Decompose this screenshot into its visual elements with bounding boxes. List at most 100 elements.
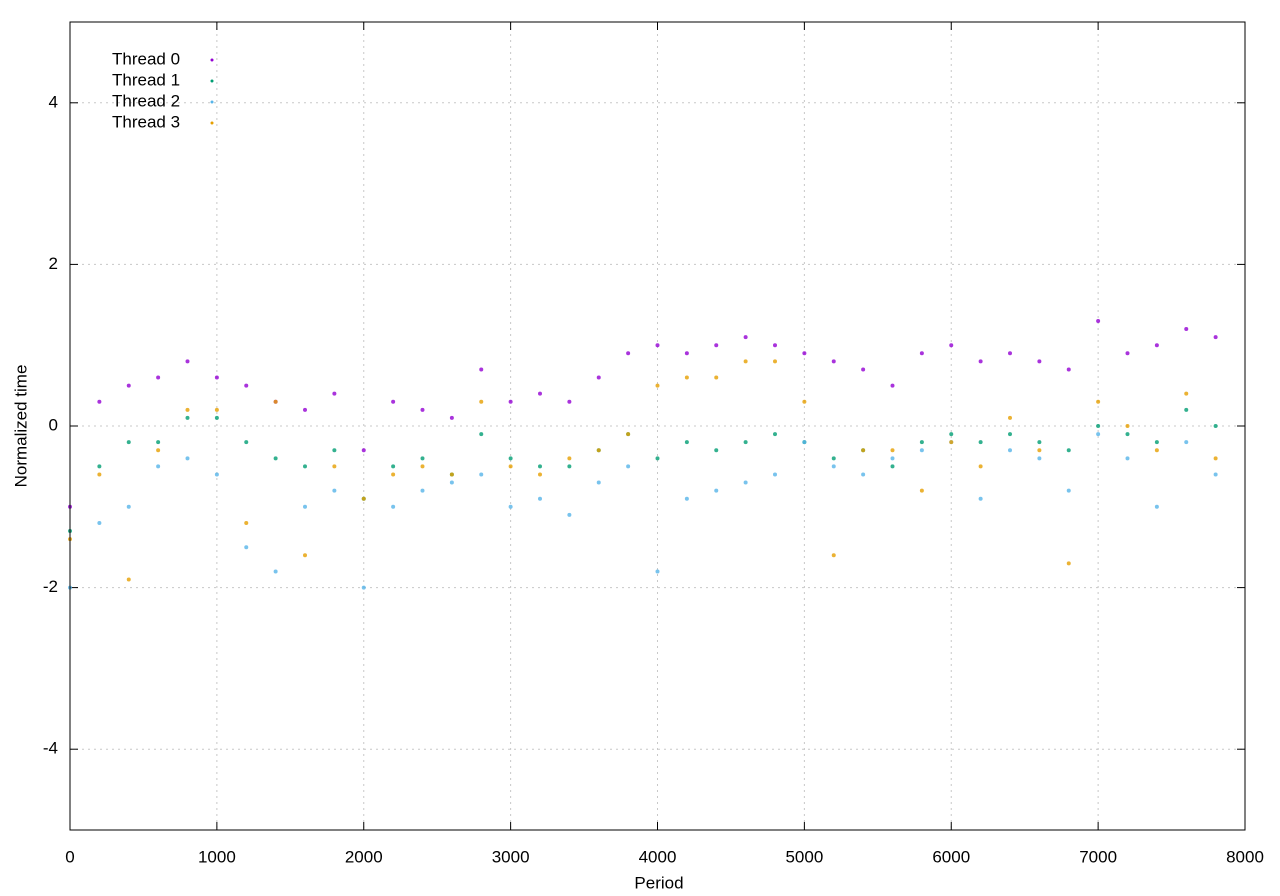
point [567,399,572,404]
point [802,351,807,356]
legend-swatch [210,79,214,83]
point [919,440,924,445]
point [538,472,542,477]
point [1037,359,1042,364]
point [1037,440,1042,445]
point [508,456,513,461]
point [214,375,219,380]
point [332,464,337,469]
point [684,375,689,380]
point [214,415,219,420]
point [1154,448,1159,453]
point [1213,424,1218,428]
y-tick-label: -4 [43,739,58,758]
x-tick-label: 5000 [785,847,823,866]
point [861,367,866,372]
point [919,351,924,356]
point [1125,456,1130,461]
point [97,472,102,477]
point [978,496,983,501]
point [1154,440,1159,445]
point [156,440,161,445]
point [714,488,719,493]
y-tick-label: 2 [49,254,58,273]
point [1125,424,1130,428]
point [479,367,484,372]
point [831,464,836,469]
point [1066,367,1071,372]
x-tick-label: 3000 [492,847,530,866]
x-tick-label: 1000 [198,847,236,866]
point [1184,327,1189,332]
point [508,399,513,404]
point [861,472,866,477]
point [1096,424,1101,428]
point [303,407,307,412]
point [743,359,748,364]
point [1066,448,1071,453]
x-tick-label: 7000 [1079,847,1117,866]
point [861,448,866,453]
point [303,464,307,469]
point [244,520,249,525]
point [802,440,807,445]
point [949,432,954,437]
point [479,399,484,404]
point [1184,407,1189,412]
point [361,448,366,453]
point [126,440,131,445]
legend-swatch [210,121,214,125]
point [890,464,895,469]
point [479,432,484,437]
point [919,488,924,493]
y-tick-label: 0 [49,415,58,434]
point [420,456,425,461]
point [273,569,278,574]
point [596,448,601,453]
y-axis-label: Normalized time [11,365,30,488]
point [714,343,719,348]
point [361,585,366,590]
point [831,359,836,364]
point [978,359,983,364]
point [332,391,337,396]
point [538,391,542,396]
point [332,488,337,493]
point [420,464,425,469]
point [919,448,924,453]
point [126,383,131,388]
point [391,464,396,469]
point [508,504,513,509]
point [214,407,219,412]
point [949,440,954,445]
legend-label: Thread 2 [112,91,180,110]
point [1154,504,1159,509]
point [743,335,748,340]
point [743,440,748,445]
point [802,399,807,404]
legend-label: Thread 3 [112,112,180,131]
point [508,464,513,469]
point [773,472,777,477]
point [743,480,748,485]
point [156,375,161,380]
point [1125,351,1130,356]
point [1213,456,1218,461]
point [596,480,601,485]
point [185,407,190,412]
x-tick-label: 8000 [1226,847,1264,866]
point [273,399,278,404]
point [185,415,190,420]
plot-frame [69,21,1246,831]
point [1008,351,1012,356]
point [567,456,572,461]
point [655,343,660,348]
point [303,504,307,509]
point [978,440,983,445]
point [714,448,719,453]
point [156,464,161,469]
point [890,456,895,461]
legend-label: Thread 1 [112,70,180,89]
x-tick-label: 0 [65,847,74,866]
point [97,399,102,404]
